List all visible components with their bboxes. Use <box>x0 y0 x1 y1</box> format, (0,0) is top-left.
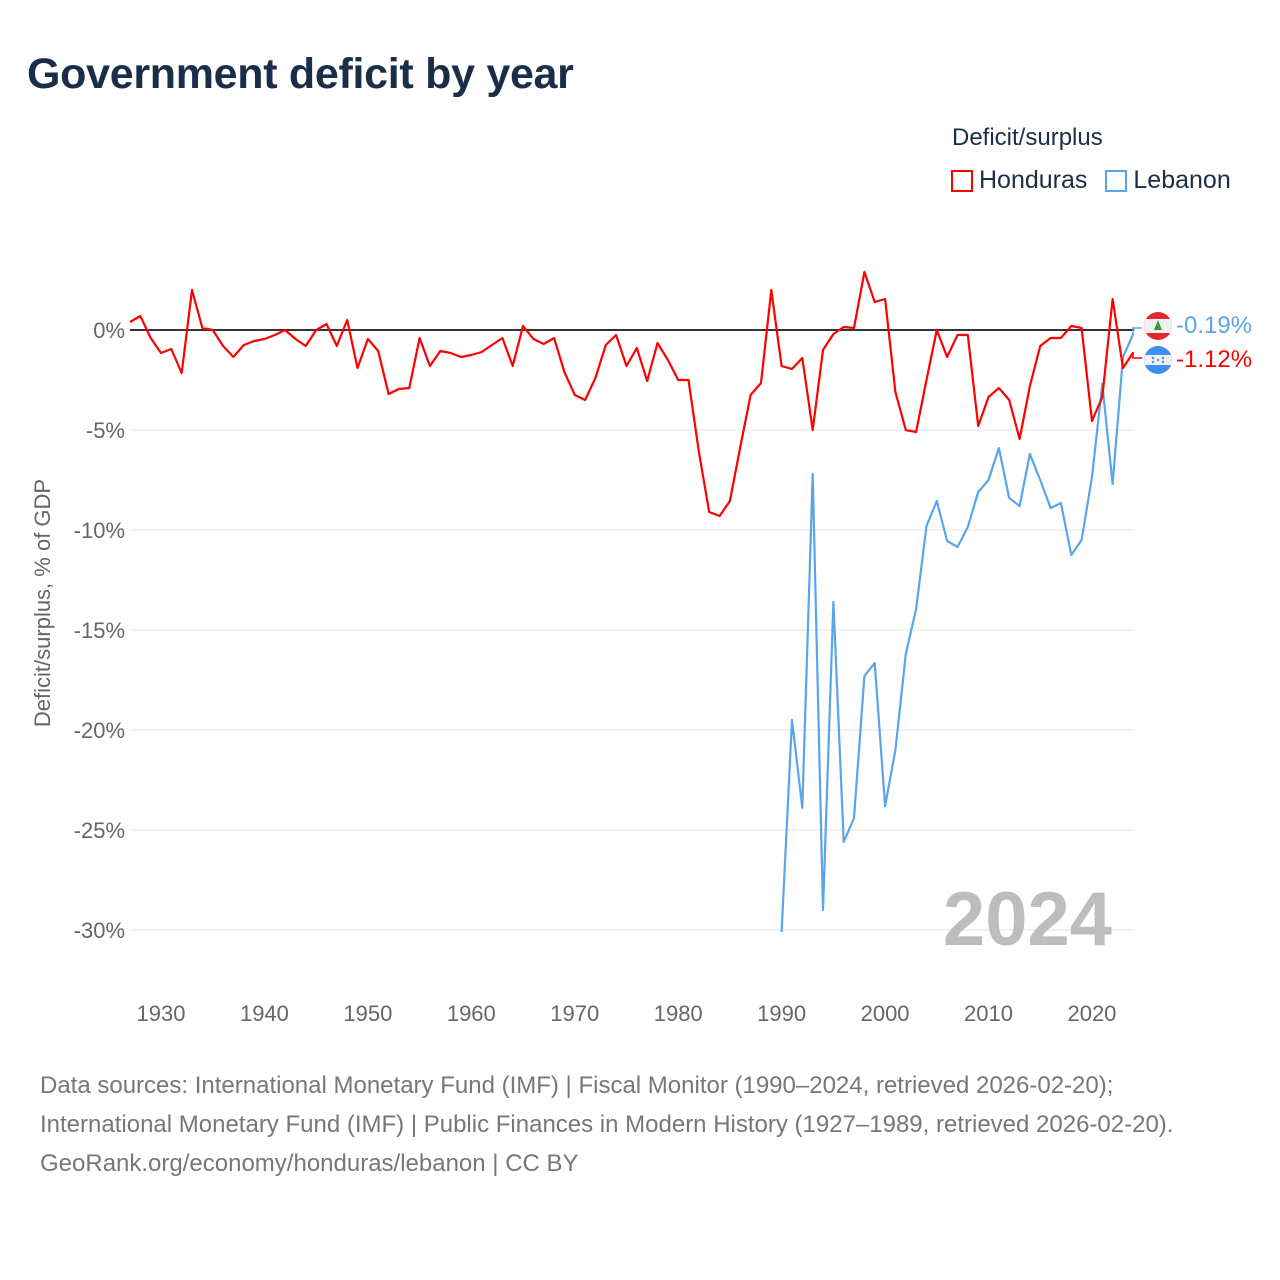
legend-item-lebanon[interactable]: Lebanon <box>1105 166 1231 195</box>
data-sources: Data sources: International Monetary Fun… <box>40 1072 1174 1138</box>
x-tick-label: 2020 <box>1067 1001 1116 1026</box>
honduras-flag-icon <box>1144 346 1172 374</box>
legend-label: Lebanon <box>1133 166 1231 194</box>
x-tick-label: 1970 <box>550 1001 599 1026</box>
chart-title: Government deficit by year <box>27 50 574 98</box>
legend-swatch-lebanon <box>1105 169 1128 192</box>
y-tick-label: 0% <box>93 318 125 343</box>
lebanon-connector <box>1132 327 1142 334</box>
x-tick-label: 1950 <box>343 1001 392 1026</box>
legend: Honduras Lebanon <box>951 166 1231 195</box>
lebanon-end-label: -0.19% <box>1176 312 1252 339</box>
y-tick-label: -30% <box>74 918 125 943</box>
x-tick-label: 1930 <box>137 1001 186 1026</box>
y-tick-label: -15% <box>74 618 125 643</box>
footer: Data sources: International Monetary Fun… <box>40 1066 1240 1183</box>
y-tick-label: -5% <box>86 418 125 443</box>
honduras-end-label: -1.12% <box>1176 346 1252 373</box>
series-line-honduras <box>129 270 1135 518</box>
x-tick-label: 1960 <box>447 1001 496 1026</box>
x-tick-label: 2000 <box>861 1001 910 1026</box>
y-tick-label: -20% <box>74 718 125 743</box>
x-tick-label: 2010 <box>964 1001 1013 1026</box>
x-tick-label: 1980 <box>654 1001 703 1026</box>
y-tick-label: -10% <box>74 518 125 543</box>
legend-label: Honduras <box>979 166 1088 194</box>
y-tick-label: -25% <box>74 818 125 843</box>
x-tick-label: 1940 <box>240 1001 289 1026</box>
legend-swatch-honduras <box>951 169 973 192</box>
x-tick-label: 1990 <box>757 1001 806 1026</box>
series-line-lebanon <box>780 333 1135 933</box>
year-watermark: 2024 <box>943 877 1112 962</box>
y-axis-title: Deficit/surplus, % of GDP <box>30 479 55 727</box>
legend-item-honduras[interactable]: Honduras <box>951 166 1087 195</box>
lebanon-flag-icon <box>1144 312 1172 340</box>
legend-title: Deficit/surplus <box>952 124 1103 151</box>
honduras-connector <box>1132 352 1142 359</box>
credit-link[interactable]: GeoRank.org/economy/honduras/lebanon | C… <box>40 1150 579 1177</box>
